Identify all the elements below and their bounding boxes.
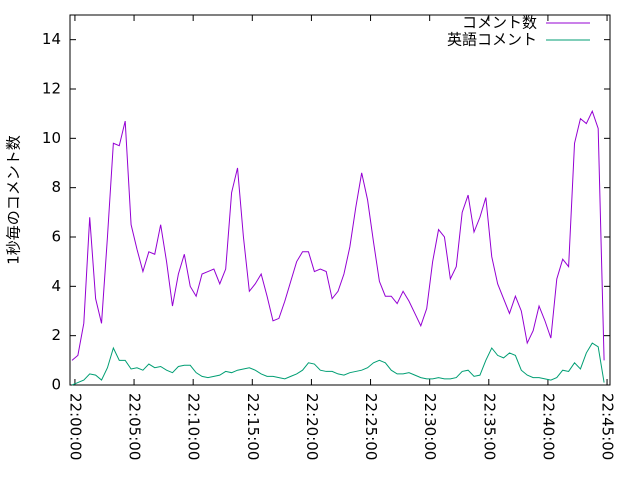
- plot-frame: [69, 14, 611, 386]
- series-line: [71, 342, 605, 386]
- x-tick-label: 22:20:00: [303, 393, 321, 460]
- x-tick-label: 22:30:00: [421, 393, 439, 460]
- x-tick-label: 22:00:00: [66, 393, 84, 460]
- x-tick-label: 22:40:00: [539, 393, 557, 460]
- x-tick-label: 22:25:00: [362, 393, 380, 460]
- x-tick-label: 22:15:00: [244, 393, 262, 460]
- y-tick-label: 2: [51, 326, 61, 344]
- x-tick-label: 22:45:00: [599, 393, 617, 460]
- x-tick-label: 22:35:00: [480, 393, 498, 460]
- y-tick-label: 14: [42, 30, 61, 48]
- y-tick-label: 10: [42, 129, 61, 147]
- legend-label: コメント数: [462, 14, 537, 32]
- x-tick-label: 22:05:00: [126, 393, 144, 460]
- y-tick-label: 0: [51, 376, 61, 394]
- y-axis-label: 1秒毎のコメント数: [5, 135, 23, 265]
- y-tick-label: 12: [42, 80, 61, 98]
- y-tick-label: 8: [51, 178, 61, 196]
- y-tick-label: 4: [51, 277, 61, 295]
- series-line: [71, 109, 605, 361]
- legend-label: 英語コメント: [447, 31, 537, 49]
- x-tick-label: 22:10:00: [185, 393, 203, 460]
- y-tick-label: 6: [51, 228, 61, 246]
